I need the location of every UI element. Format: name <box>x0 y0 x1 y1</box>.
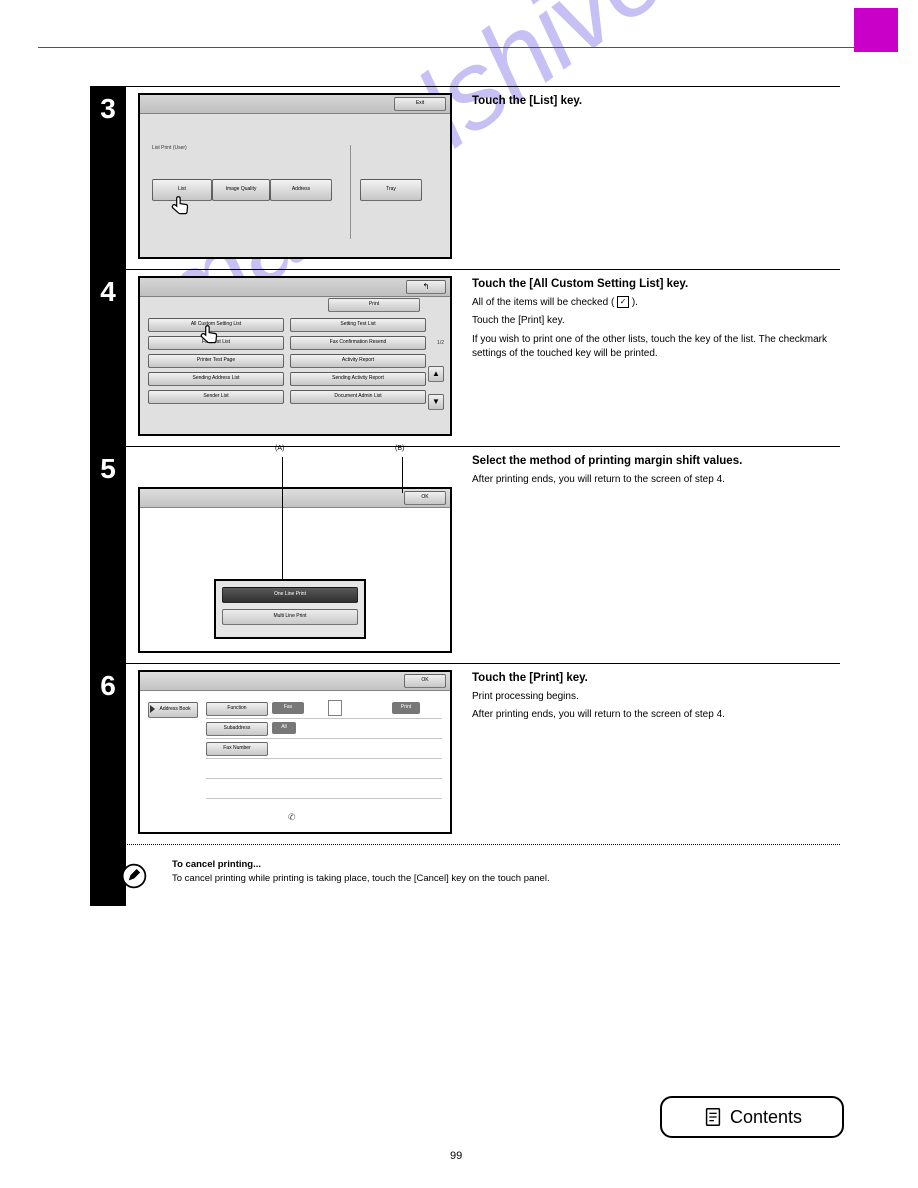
step-3-heading: Touch the [List] key. <box>472 93 840 110</box>
page-indicator: 1/2 <box>437 340 444 346</box>
page-number: 99 <box>450 1150 462 1162</box>
step-4-panel-cell: ↰ Print All Custom Setting ListSetting T… <box>126 270 464 446</box>
key-fax-confirm[interactable]: Fax Confirmation Resend <box>290 336 426 350</box>
accent-bar <box>854 8 898 52</box>
row3-label-button[interactable]: Fax Number <box>206 742 268 756</box>
leader-b-line <box>402 457 403 493</box>
step-4-key-grid: All Custom Setting ListSetting Test List… <box>148 318 426 408</box>
step-3: 3 Exit List Print (User) List Image Qual… <box>90 86 840 269</box>
step-5-panel-cell: OK One Line Print Multi Line Print (A) (… <box>126 447 464 663</box>
step-5-body: After printing ends, you will return to … <box>472 473 840 488</box>
step-3-text: Touch the [List] key. <box>464 87 840 269</box>
step-4-titlebar: ↰ <box>140 278 450 297</box>
note-line1: To cancel printing... <box>172 859 261 870</box>
key-setting-test[interactable]: Setting Test List <box>290 318 426 332</box>
step-number: 4 <box>90 270 126 446</box>
step-number: 3 <box>90 87 126 269</box>
step-number: 6 <box>90 664 126 844</box>
step-5: 5 OK One Line Print Multi Line Print (A)… <box>90 446 840 663</box>
row-line <box>206 758 442 759</box>
step-3-separator <box>350 145 351 239</box>
step-5-screen: OK One Line Print Multi Line Print (A) (… <box>138 487 452 653</box>
back-button[interactable]: ↰ <box>406 280 446 294</box>
step-6-titlebar: OK <box>140 672 450 691</box>
step-5-popup: One Line Print Multi Line Print <box>214 579 366 639</box>
content-column: 3 Exit List Print (User) List Image Qual… <box>90 86 840 918</box>
key-doc-admin[interactable]: Document Admin List <box>290 390 426 404</box>
row-line <box>206 798 442 799</box>
note-line2: To cancel printing while printing is tak… <box>172 873 550 884</box>
step-6-body1: Print processing begins. <box>472 690 840 705</box>
exit-button[interactable]: Exit <box>394 97 446 111</box>
option-one-line[interactable]: One Line Print <box>222 587 358 603</box>
contents-label: Contents <box>730 1107 802 1128</box>
tab-image[interactable]: Image Quality <box>212 179 270 201</box>
row1-label-button[interactable]: Function <box>206 702 268 716</box>
chapter-rule <box>38 47 880 48</box>
step-6-heading: Touch the [Print] key. <box>472 670 840 687</box>
pencil-icon <box>120 862 148 895</box>
option-multi-line[interactable]: Multi Line Print <box>222 609 358 625</box>
row-line <box>206 738 442 739</box>
step-5-titlebar: OK <box>140 489 450 508</box>
row-line <box>206 778 442 779</box>
step-4-body1: All of the items will be checked <box>472 297 611 308</box>
print-button[interactable]: Print <box>328 298 420 312</box>
step-4-screen: ↰ Print All Custom Setting ListSetting T… <box>138 276 452 436</box>
row-line <box>206 718 442 719</box>
step-3-titlebar: Exit <box>140 95 450 114</box>
step-6-body2: After printing ends, you will return to … <box>472 708 840 723</box>
key-send-activity[interactable]: Sending Activity Report <box>290 372 426 386</box>
row1-print-chip: Print <box>392 702 420 714</box>
leader-b-label: (B) <box>395 445 404 452</box>
step-number: 5 <box>90 447 126 663</box>
thumbnail-icon <box>328 700 342 716</box>
page: manualshive.com 3 Exit List Print (User)… <box>0 0 918 1188</box>
ok-button[interactable]: OK <box>404 674 446 688</box>
step-3-panel-cell: Exit List Print (User) List Image Qualit… <box>126 87 464 269</box>
cursor-icon <box>170 195 192 219</box>
key-sender[interactable]: Sender List <box>148 390 284 404</box>
step-6: 6 OK Address Book Function Fa <box>90 663 840 844</box>
ok-button[interactable]: OK <box>404 491 446 505</box>
leader-a-line <box>282 457 283 581</box>
tab-address[interactable]: Address <box>270 179 332 201</box>
step-5-heading: Select the method of printing margin shi… <box>472 453 840 470</box>
note-row: To cancel printing... To cancel printing… <box>90 844 840 918</box>
key-printer-test[interactable]: Printer Test Page <box>148 354 284 368</box>
address-book-button[interactable]: Address Book <box>148 702 198 718</box>
row1-fax-chip: Fax <box>272 702 304 714</box>
step-4-heading: Touch the [All Custom Setting List] key. <box>472 276 840 293</box>
scroll-down-button[interactable]: ▼ <box>428 394 444 410</box>
step-3-screen: Exit List Print (User) List Image Qualit… <box>138 93 452 259</box>
note-text-cell: To cancel printing... To cancel printing… <box>126 844 840 918</box>
row2-label-button[interactable]: Subaddress <box>206 722 268 736</box>
play-icon <box>150 705 155 713</box>
step-6-panel-cell: OK Address Book Function Fax Print <box>126 664 464 844</box>
step-4: 4 ↰ Print All Custom Setting ListSetting… <box>90 269 840 446</box>
cursor-icon <box>199 324 221 348</box>
key-activity[interactable]: Activity Report <box>290 354 426 368</box>
phone-icon: ✆ <box>288 812 296 823</box>
contents-button[interactable]: Contents <box>660 1096 844 1138</box>
step-4-text: Touch the [All Custom Setting List] key.… <box>464 270 840 446</box>
document-icon <box>702 1106 724 1128</box>
step-4-body2: Touch the [Print] key. <box>472 314 840 329</box>
scroll-up-button[interactable]: ▲ <box>428 366 444 382</box>
step-4-body3: If you wish to print one of the other li… <box>472 333 840 362</box>
step-5-text: Select the method of printing margin shi… <box>464 447 840 663</box>
row2-chip: All <box>272 722 296 734</box>
step-6-text: Touch the [Print] key. Print processing … <box>464 664 840 844</box>
leader-a-label: (A) <box>275 445 284 452</box>
tab-tray[interactable]: Tray <box>360 179 422 201</box>
dotted-rule <box>124 844 840 845</box>
key-send-addr[interactable]: Sending Address List <box>148 372 284 386</box>
step-6-screen: OK Address Book Function Fax Print <box>138 670 452 834</box>
